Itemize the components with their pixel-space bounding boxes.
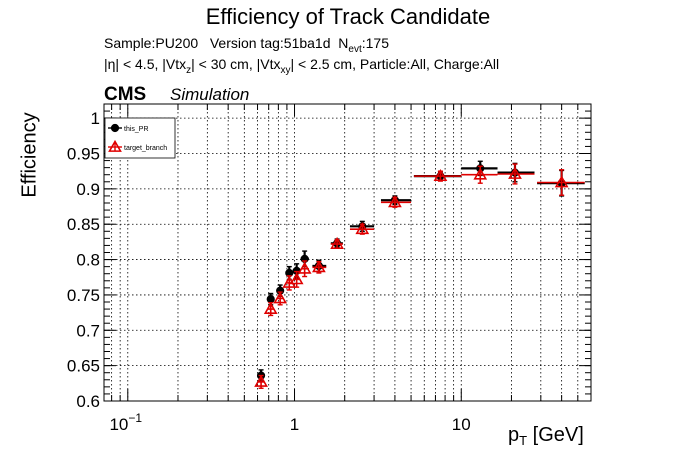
data-marker [330,236,344,249]
data-point-target_branch [312,260,327,274]
legend-marker [108,139,122,152]
data-point-this_PR [497,162,535,183]
nevt-value: :175 [361,35,389,51]
selection-cuts-line: |η| < 4.5, |Vtxz| < 30 cm, |Vtxxy| < 2.5… [104,56,499,76]
y-tick-label: 0.8 [76,251,100,270]
data-point-this_PR [461,160,498,177]
vtx-z-subscript: z [186,65,192,76]
y-tick-label: 1 [91,109,100,128]
data-marker [273,291,288,304]
data-point-target_branch [330,236,344,249]
data-point-target_branch [289,270,304,288]
data-point-target_branch [537,169,585,196]
data-marker [289,272,304,285]
data-point-target_branch [273,291,288,306]
legend-item: this_PR [108,123,149,133]
data-marker [312,260,326,273]
cuts-rest: | < 2.5 cm, Particle:All, Charge:All [290,56,500,72]
x-axis-label: pT [GeV] [508,424,584,448]
version-tag: Version tag:51ba1d [209,35,331,51]
data-marker [263,301,278,314]
y-tick-label: 0.85 [67,215,100,234]
data-point-target_branch [254,374,268,389]
x-tick-label: 1 [290,415,299,434]
legend-marker [110,123,120,133]
data-point-target_branch [263,301,278,317]
data-point-target_branch [461,165,498,184]
data-point-this_PR [285,265,294,281]
legend-item: target_branch [108,139,167,152]
chart-title: Efficiency of Track Candidate [205,4,491,29]
sample-info-line: Sample:PU200 Version tag:51ba1d Nevt:175 [104,35,389,55]
data-marker [433,169,448,182]
y-tick-label: 0.7 [76,321,100,340]
data-point-target_branch [282,275,297,291]
data-marker [355,222,370,235]
data-marker [297,261,312,274]
legend: this_PR target_branch [104,117,176,159]
data-point-target_branch [380,195,412,208]
experiment-label: CMS [104,84,147,105]
x-tick-label: 10 [452,415,471,434]
x-axis-label-unit: [GeV] [527,424,584,446]
data-marker [554,175,569,188]
legend-label: this_PR [124,126,149,133]
y-tick-label: 0.65 [67,357,100,376]
cuts-eta: |η| < 4.5, |Vtx [104,56,187,72]
y-tick-label: 0.9 [76,180,100,199]
data-point-target_branch [349,222,375,235]
status-label: Simulation [170,85,250,104]
y-tick-label: 0.75 [67,286,100,305]
data-point-target_branch [297,260,312,278]
data-point-target_branch [497,163,535,185]
y-tick-label: 0.95 [67,145,100,164]
cuts-mid: | < 30 cm, |Vtx [191,56,281,72]
plot-frame [103,103,592,402]
data-marker [388,195,402,208]
nevt-label: N [338,35,349,51]
sample-label: Sample:PU200 [104,35,199,51]
x-tick-label: 10−1 [109,411,142,434]
nevt-subscript: evt [348,44,362,55]
x-axis-label-main: p [508,424,520,446]
data-point-target_branch [413,169,462,182]
data-marker [473,167,488,180]
legend-label: target_branch [124,145,167,152]
data-marker [266,295,275,304]
data-marker [508,166,522,179]
data-marker [254,374,268,387]
y-tick-label: 0.6 [76,392,100,411]
x-axis-label-sub: T [519,433,528,448]
vtx-xy-subscript: xy [280,65,291,76]
